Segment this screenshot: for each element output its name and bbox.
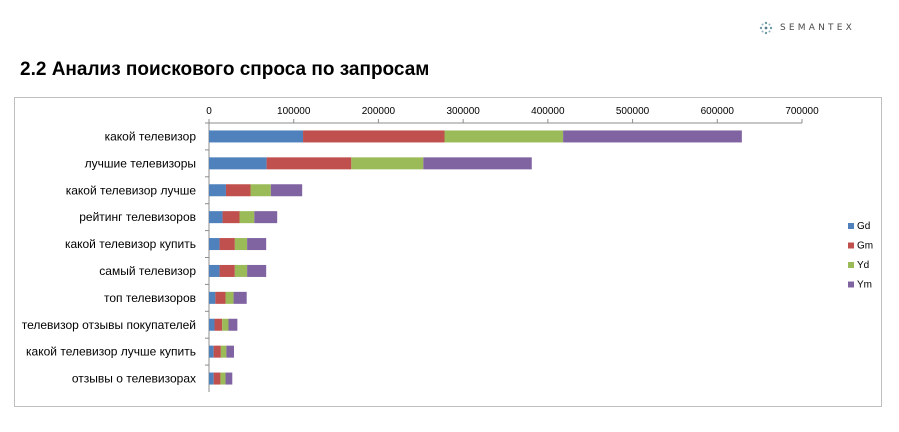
category-label: лучшие телевизоры <box>85 156 196 170</box>
bar-segment-gm <box>266 157 352 170</box>
bar-segment-ym <box>563 130 742 143</box>
x-tick-label: 300000 <box>446 106 480 117</box>
category-label: телевизор отзывы покупателей <box>22 318 196 332</box>
bar-segment-ym <box>225 372 233 385</box>
logo-text: SEMANTEX <box>779 23 855 33</box>
bar-segment-ym <box>226 345 234 358</box>
x-tick-label: 500000 <box>616 106 650 117</box>
bar-segment-gm <box>219 238 235 251</box>
legend-swatch-ym <box>848 281 854 288</box>
bar-segment-gd <box>209 372 214 385</box>
page-title: 2.2 Анализ поискового спроса по запросам <box>20 59 430 80</box>
semantex-logo-icon <box>759 21 773 35</box>
bar-segment-gm <box>213 345 221 358</box>
legend-label-ym: Ym <box>857 280 872 291</box>
x-tick-label: 100000 <box>277 106 311 117</box>
bar-segment-yd <box>234 264 248 277</box>
bar-segment-ym <box>254 211 278 224</box>
bar-segment-gd <box>209 211 223 224</box>
stacked-bar-chart: 0 100000 200000 300000 400000 500000 600000 700… <box>22 106 873 392</box>
bar-segment-yd <box>239 211 255 224</box>
legend-swatch-gd <box>848 223 854 229</box>
bar-segment-ym <box>423 157 532 170</box>
category-label: какой телевизор купить <box>65 237 196 251</box>
bar-segment-ym <box>233 291 247 304</box>
bar-segment-gd <box>209 184 226 197</box>
legend-label-gm: Gm <box>857 241 873 252</box>
category-label: топ телевизоров <box>104 291 196 305</box>
category-label: какой телевизор лучше купить <box>26 345 196 359</box>
bar-segment-gd <box>209 291 216 304</box>
bar-segment-gd <box>209 318 215 331</box>
bar-segment-gm <box>303 130 445 143</box>
legend-swatch-yd <box>848 262 854 268</box>
bar-segment-yd <box>222 318 229 331</box>
bar-segment-yd <box>444 130 564 143</box>
bar-segment-gm <box>213 372 221 385</box>
bar-segment-yd <box>250 184 271 197</box>
bar-segment-gm <box>215 291 226 304</box>
bar-segment-gd <box>209 345 214 358</box>
x-tick-label: 200000 <box>362 106 396 117</box>
bar-segment-ym <box>228 318 238 331</box>
bar-segment-gd <box>209 157 267 170</box>
x-tick-label: 600000 <box>701 106 735 117</box>
x-tick-label: 400000 <box>531 106 565 117</box>
bar-segment-gm <box>222 211 240 224</box>
category-label: какой телевизор лучше <box>66 183 197 197</box>
bar-segment-ym <box>270 184 303 197</box>
chart-frame: 0 100000 200000 300000 400000 500000 600000 700… <box>14 97 882 407</box>
category-label: отзывы о телевизорах <box>72 372 196 386</box>
bar-segment-gd <box>209 130 304 143</box>
bar-segment-yd <box>220 372 226 385</box>
category-label: какой телевизор <box>105 129 197 143</box>
bar-segment-yd <box>234 238 248 251</box>
logo: SEMANTEX <box>758 20 855 36</box>
x-tick-label: 700000 <box>785 106 819 117</box>
bar-segment-yd <box>225 291 234 304</box>
bar-segment-yd <box>351 157 424 170</box>
bar-segment-gm <box>214 318 223 331</box>
legend-label-gd: Gd <box>857 221 870 232</box>
bar-segment-gm <box>219 264 235 277</box>
bar-segment-ym <box>247 264 267 277</box>
bar-segment-gd <box>209 238 220 251</box>
bar-segment-gd <box>209 264 220 277</box>
legend-swatch-gm <box>848 242 854 249</box>
legend-label-yd: Yd <box>857 260 869 271</box>
bar-segment-yd <box>220 345 227 358</box>
category-label: самый телевизор <box>99 264 196 278</box>
category-label: рейтинг телевизоров <box>79 210 196 224</box>
bar-segment-gm <box>225 184 251 197</box>
x-tick-label: 0 <box>206 106 212 117</box>
bar-segment-ym <box>247 238 267 251</box>
